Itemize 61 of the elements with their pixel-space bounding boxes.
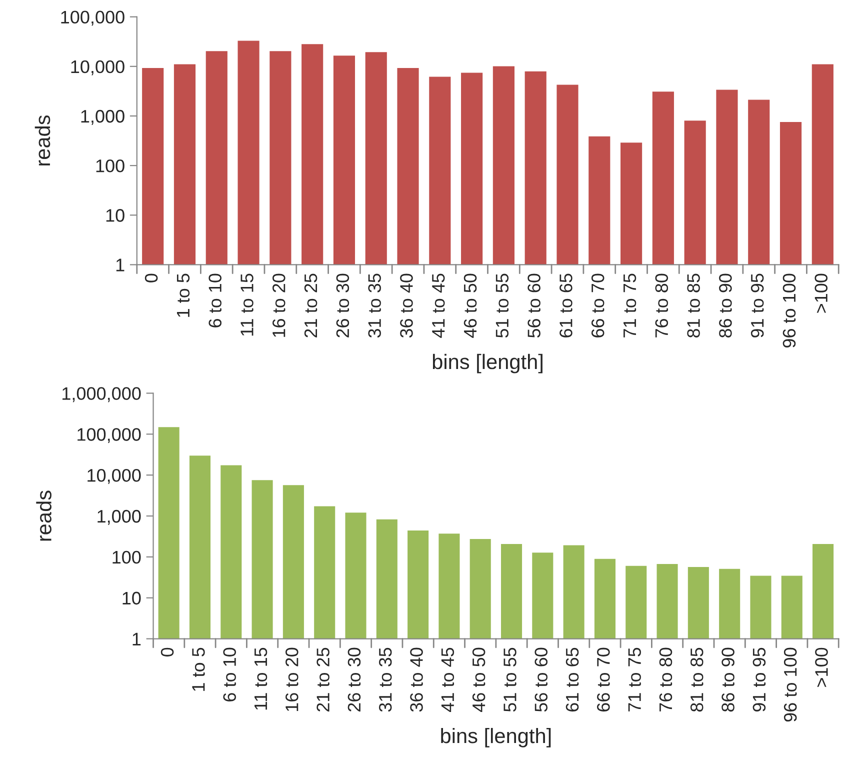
y-tick-label: 100 xyxy=(96,159,124,172)
x-tick-label: 86 to 90 xyxy=(719,274,732,338)
x-tick-label: >100 xyxy=(814,274,828,313)
x-tick-label: 91 to 95 xyxy=(750,274,764,338)
x-tick-label: 96 to 100 xyxy=(784,648,797,722)
x-tick-label: 96 to 100 xyxy=(782,274,796,348)
y-tick-label: 1 xyxy=(132,632,141,646)
x-tick-label: >100 xyxy=(815,648,828,687)
y-axis-title: reads xyxy=(34,115,50,166)
x-tick-label: 71 to 75 xyxy=(628,648,641,712)
y-tick-label: 100,000 xyxy=(61,10,124,26)
y-tick-label: 10,000 xyxy=(71,60,124,76)
x-tick-label: 31 to 35 xyxy=(368,274,381,338)
y-tick-label: 10 xyxy=(122,592,141,605)
x-tick-label: 86 to 90 xyxy=(722,648,734,712)
x-tick-label: 16 to 20 xyxy=(272,274,286,337)
x-tick-label: 26 to 30 xyxy=(336,274,350,338)
x-tick-label: 66 to 70 xyxy=(591,274,604,338)
x-tick-label: 16 to 20 xyxy=(286,648,298,711)
x-tick-label: 66 to 70 xyxy=(597,648,610,712)
x-tick-label: 11 to 15 xyxy=(254,648,268,710)
x-tick-label: 41 to 45 xyxy=(441,648,454,712)
x-tick-label: 81 to 85 xyxy=(687,274,700,338)
x-tick-label: 91 to 95 xyxy=(752,648,766,712)
x-tick-label: 31 to 35 xyxy=(378,648,392,712)
y-tick-label: 100 xyxy=(112,550,141,564)
y-tick-label: 10,000 xyxy=(88,469,141,484)
x-tick-label: 11 to 15 xyxy=(240,274,254,336)
x-tick-label: 21 to 25 xyxy=(316,648,330,712)
y-axis-title: reads xyxy=(36,490,52,541)
x-tick-label: 41 to 45 xyxy=(432,274,445,338)
x-tick-label: 51 to 55 xyxy=(496,274,509,338)
x-tick-label: 51 to 55 xyxy=(504,648,516,712)
x-tick-label: 56 to 60 xyxy=(528,274,540,338)
x-tick-label: 36 to 40 xyxy=(410,648,423,712)
y-tick-label: 1,000,000 xyxy=(62,387,141,402)
x-tick-label: 76 to 80 xyxy=(659,648,672,712)
x-tick-label: 6 to 10 xyxy=(223,648,236,702)
x-tick-label: 36 to 40 xyxy=(400,274,413,338)
x-tick-label: 6 to 10 xyxy=(208,274,222,328)
x-tick-label: 26 to 30 xyxy=(348,648,361,712)
x-tick-label: 1 to 5 xyxy=(176,274,190,317)
x-tick-label: 71 to 75 xyxy=(624,274,636,338)
x-tick-label: 46 to 50 xyxy=(464,274,477,338)
x-tick-label: 1 to 5 xyxy=(192,648,205,691)
x-tick-label: 56 to 60 xyxy=(534,648,548,712)
x-tick-label: 61 to 65 xyxy=(560,274,572,338)
x-axis-title: bins [length] xyxy=(441,728,551,748)
y-tick-label: 1,000 xyxy=(81,110,124,125)
y-tick-label: 1,000 xyxy=(98,510,141,525)
x-tick-label: 76 to 80 xyxy=(655,274,668,338)
y-tick-label: 100,000 xyxy=(78,428,141,443)
x-tick-label: 46 to 50 xyxy=(472,648,486,712)
y-tick-label: 1 xyxy=(116,258,124,272)
y-tick-label: 10 xyxy=(106,209,124,222)
x-tick-label: 81 to 85 xyxy=(690,648,704,712)
x-tick-label: 0 xyxy=(160,648,174,656)
x-axis-title: bins [length] xyxy=(432,354,542,374)
x-tick-label: 0 xyxy=(144,274,158,282)
x-tick-label: 21 to 25 xyxy=(304,274,318,338)
x-tick-label: 61 to 65 xyxy=(566,648,579,712)
